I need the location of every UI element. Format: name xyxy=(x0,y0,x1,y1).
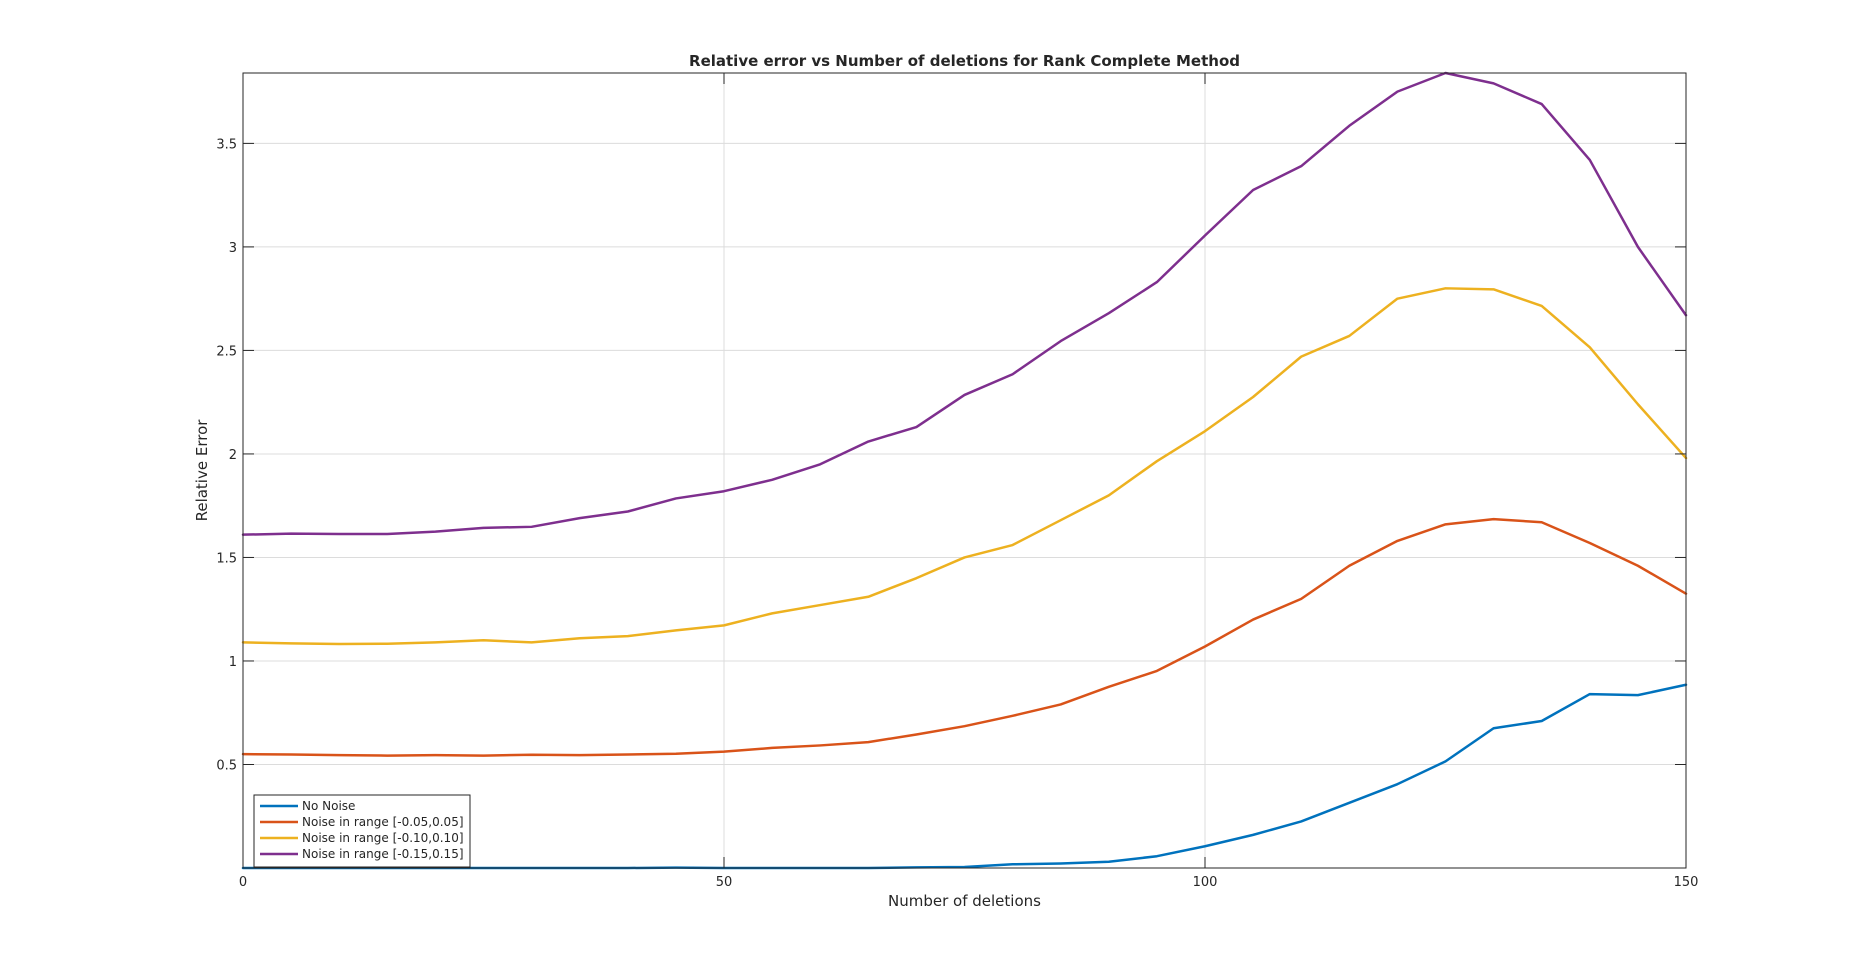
series-line-2 xyxy=(241,517,1688,757)
legend-entry-label: Noise in range [-0.05,0.05] xyxy=(302,815,464,829)
y-tick-label: 3.5 xyxy=(216,137,237,152)
y-tick-label: 3 xyxy=(229,241,237,256)
x-tick-label: 100 xyxy=(1193,875,1218,890)
x-tick-label: 50 xyxy=(716,875,733,890)
x-tick-label: 0 xyxy=(239,875,247,890)
y-tick-label: 1.5 xyxy=(216,551,237,566)
x-tick-label: 150 xyxy=(1674,875,1699,890)
y-tick-label: 2.5 xyxy=(216,344,237,359)
grid-lines xyxy=(243,73,1686,868)
y-tick-label: 2 xyxy=(229,448,237,463)
series-line-3 xyxy=(241,287,1688,646)
x-axis-label: Number of deletions xyxy=(888,892,1041,910)
legend-entry-label: Noise in range [-0.10,0.10] xyxy=(302,831,464,845)
axes-box xyxy=(242,72,1687,869)
chart-title: Relative error vs Number of deletions fo… xyxy=(689,52,1240,70)
axis-ticks: 0 50 100 150 0.5 1 1.5 2 2.5 3 3.5 xyxy=(216,73,1698,890)
y-tick-label: 0.5 xyxy=(216,758,237,773)
legend: No Noise Noise in range [-0.05,0.05] Noise… xyxy=(253,794,471,868)
y-tick-label: 1 xyxy=(229,655,237,670)
legend-entry-label: Noise in range [-0.15,0.15] xyxy=(302,847,464,861)
y-axis-label: Relative Error xyxy=(193,419,211,522)
legend-entry-label: No Noise xyxy=(302,799,355,813)
